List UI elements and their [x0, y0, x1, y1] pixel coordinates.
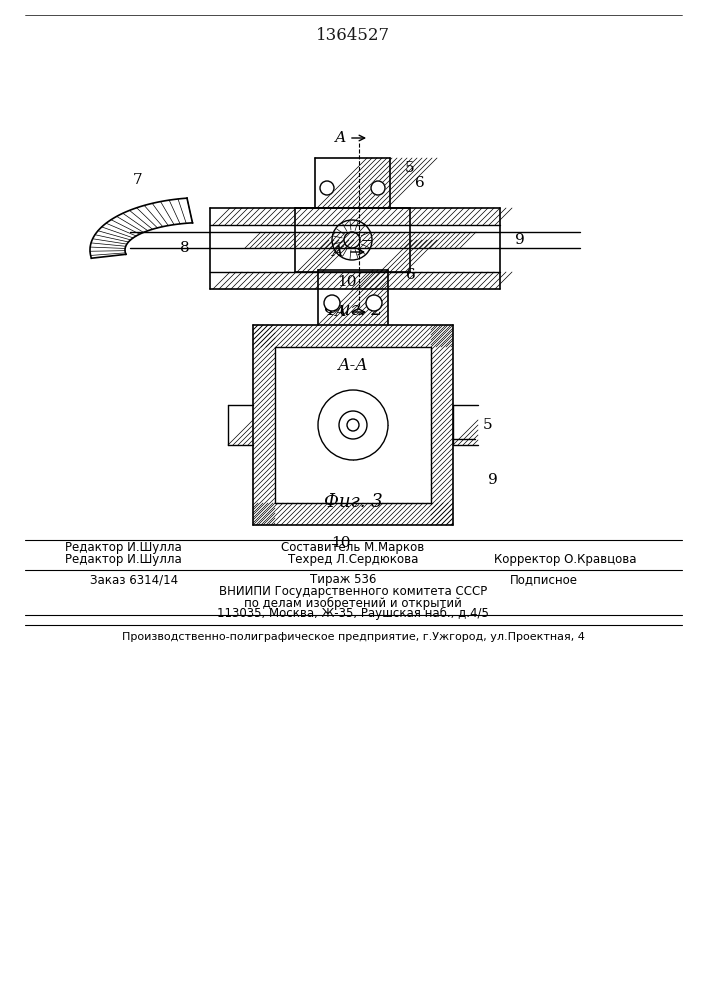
Text: Фиг. 3: Фиг. 3 [324, 493, 382, 511]
Text: А-А: А-А [337, 357, 368, 373]
Text: по делам изобретений и открытий: по делам изобретений и открытий [244, 596, 462, 610]
Text: 6: 6 [406, 268, 416, 282]
Text: Редактор И.Шулла: Редактор И.Шулла [65, 554, 182, 566]
Text: Составитель М.Марков: Составитель М.Марков [281, 542, 425, 554]
Text: Производственно-полиграфическое предприятие, г.Ужгород, ул.Проектная, 4: Производственно-полиграфическое предприя… [122, 632, 585, 642]
Text: Подписное: Подписное [510, 574, 578, 586]
Text: Тираж 536: Тираж 536 [310, 574, 376, 586]
Text: 5: 5 [483, 418, 493, 432]
Circle shape [366, 295, 382, 311]
Text: Техред Л.Сердюкова: Техред Л.Сердюкова [288, 554, 418, 566]
Text: 9: 9 [515, 233, 525, 247]
Text: А: А [334, 305, 346, 319]
Text: 10: 10 [337, 275, 357, 289]
Text: А: А [334, 131, 346, 145]
Text: Редактор И.Шулла: Редактор И.Шулла [65, 542, 182, 554]
Text: 8: 8 [180, 241, 189, 255]
Text: 6: 6 [415, 176, 425, 190]
Text: 9: 9 [488, 473, 498, 487]
Text: 1364527: 1364527 [316, 26, 390, 43]
Circle shape [320, 181, 334, 195]
Circle shape [318, 390, 388, 460]
Text: А: А [332, 245, 343, 259]
Text: Корректор О.Кравцова: Корректор О.Кравцова [493, 554, 636, 566]
Text: 113035, Москва, Ж-35, Раушская наб., д.4/5: 113035, Москва, Ж-35, Раушская наб., д.4… [217, 606, 489, 620]
Text: 7: 7 [133, 173, 143, 187]
Text: Фиг. 2: Фиг. 2 [324, 301, 382, 319]
Text: 5: 5 [405, 161, 414, 175]
Circle shape [339, 411, 367, 439]
Circle shape [347, 419, 359, 431]
Text: Заказ 6314/14: Заказ 6314/14 [90, 574, 178, 586]
Text: 10: 10 [332, 536, 351, 550]
Circle shape [324, 295, 340, 311]
Text: ВНИИПИ Государственного комитета СССР: ВНИИПИ Государственного комитета СССР [219, 585, 487, 598]
Circle shape [371, 181, 385, 195]
